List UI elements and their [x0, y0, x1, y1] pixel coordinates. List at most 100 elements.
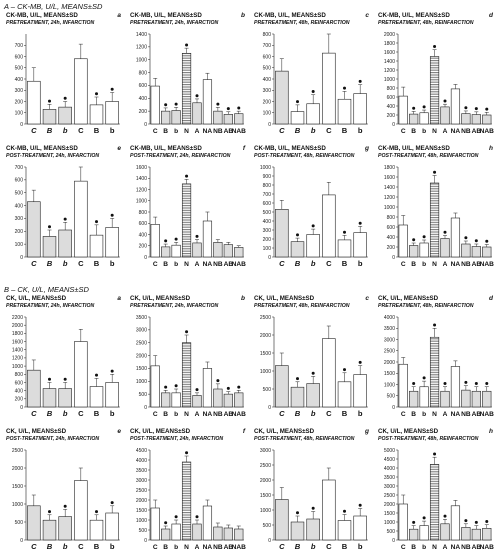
y-tick-label: 600 [263, 201, 272, 207]
y-tick-label: 2500 [384, 493, 395, 499]
significance-marker [358, 360, 362, 364]
x-tick-label: C [78, 259, 84, 268]
panel-letter: h [489, 428, 493, 435]
significance-marker [174, 515, 178, 519]
y-tick-label: 1000 [260, 165, 271, 171]
bar [58, 516, 72, 541]
bar [42, 109, 57, 125]
significance-marker [164, 103, 168, 107]
y-tick-label: 2500 [384, 349, 395, 355]
y-tick-label: 300 [15, 216, 24, 222]
chart-title: CK, U/L, MEANS±SD [130, 428, 191, 435]
x-tick-label: N [432, 411, 437, 418]
bar [89, 234, 104, 258]
x-tick-label: b [358, 542, 363, 551]
y-tick-label: 500 [263, 210, 272, 216]
significance-marker [422, 105, 426, 109]
bar [202, 368, 213, 408]
chart-subtitle: PRETREATMENT, 24h, INFARCTION [130, 20, 219, 26]
y-tick-label: 500 [263, 387, 272, 393]
significance-marker [164, 239, 168, 243]
bar [58, 106, 72, 125]
chart-svg: 0 500 1000 1500 2000 2500 3000 3500 4000 4500 5000… [384, 448, 495, 551]
chart-title: CK-MB, U/L, MEANS±SD [6, 12, 78, 19]
x-tick-label: NAB [232, 544, 247, 551]
chart-title: CK-MB, U/L, MEANS±SD [130, 12, 202, 19]
y-tick-label: 1500 [136, 508, 147, 514]
significance-marker [226, 386, 230, 390]
x-tick-label: b [311, 259, 316, 268]
significance-marker [185, 330, 189, 334]
y-tick-label: 800 [15, 372, 24, 378]
significance-marker [311, 224, 315, 228]
significance-marker [174, 237, 178, 241]
significance-marker [443, 99, 447, 103]
significance-marker [412, 106, 416, 110]
x-tick-label: NB [461, 128, 471, 135]
y-tick-label: 600 [139, 221, 148, 227]
bar [27, 201, 41, 258]
chart-svg: 0 200 400 600 800 1000 1200 1400 1600 1800 2000 220… [12, 315, 120, 418]
panel-letter: b [241, 295, 245, 302]
x-tick-label: NB [461, 411, 471, 418]
bar [461, 527, 471, 541]
bar [290, 386, 305, 408]
panel-letter: b [241, 12, 245, 19]
bar [471, 390, 481, 408]
bar [181, 461, 192, 541]
x-tick-label: B [342, 409, 348, 418]
chart-panel: CK, U/L, MEANS±SD PRETREATMENT, 24h, INFA… [2, 295, 124, 422]
bar [353, 515, 367, 541]
y-tick-label: 400 [15, 77, 24, 83]
significance-marker [110, 213, 114, 217]
x-tick-label: b [422, 128, 426, 135]
significance-marker [443, 382, 447, 386]
chart-panel: CK, U/L, MEANS±SD POST-TREATMENT, 24h, IN… [126, 428, 248, 555]
x-tick-label: b [110, 409, 115, 418]
significance-marker [296, 233, 299, 237]
x-tick-label: b [422, 544, 426, 551]
bar [353, 93, 367, 125]
x-tick-label: B [295, 126, 301, 135]
x-tick-label: NAB [480, 544, 495, 551]
bar [74, 58, 88, 125]
y-tick-label: 1500 [384, 371, 395, 377]
y-tick-label: 0 [144, 538, 147, 544]
y-tick-label: 500 [15, 191, 24, 197]
significance-marker [110, 369, 114, 373]
bar [306, 518, 320, 541]
x-tick-label: AB [224, 411, 234, 418]
y-tick-label: 2000 [136, 498, 147, 504]
bar [482, 246, 492, 258]
bar [461, 389, 471, 408]
y-tick-label: 200 [387, 245, 396, 251]
significance-marker [485, 239, 489, 243]
bar [223, 114, 233, 125]
x-tick-label: NB [461, 544, 471, 551]
bar [409, 245, 419, 258]
x-tick-label: b [63, 126, 68, 135]
y-tick-label: 100 [263, 246, 272, 252]
x-tick-label: A [195, 411, 200, 418]
bar [419, 112, 429, 125]
significance-marker [237, 385, 241, 389]
significance-marker [464, 519, 468, 523]
x-tick-label: C [401, 261, 406, 268]
x-tick-label: A [443, 261, 448, 268]
y-tick-label: 500 [139, 528, 148, 534]
bar [89, 104, 104, 125]
y-tick-label: 1400 [12, 348, 23, 354]
chart-subtitle: PRETREATMENT, 24h, INFARCTION [6, 20, 95, 26]
x-tick-label: B [163, 261, 168, 268]
y-tick-label: 1000 [12, 502, 23, 508]
bar [337, 381, 352, 408]
x-tick-label: C [279, 542, 285, 551]
significance-marker [464, 106, 468, 110]
y-tick-label: 1000 [136, 58, 147, 64]
y-tick-label: 400 [263, 77, 272, 83]
y-tick-label: 800 [387, 86, 396, 92]
y-tick-label: 2000 [384, 502, 395, 508]
bar [171, 392, 181, 408]
